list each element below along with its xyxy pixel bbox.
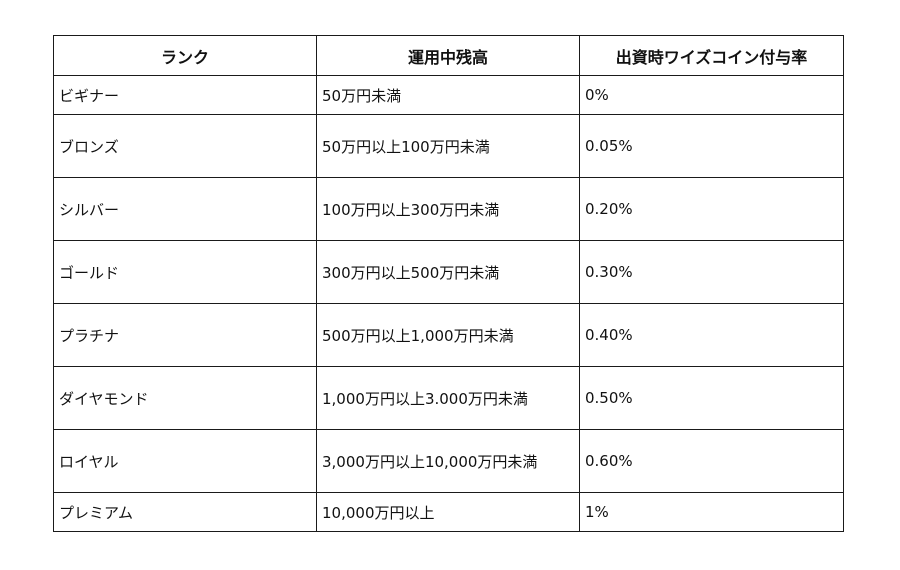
rank-cell: ブロンズ	[53, 114, 317, 178]
rate-cell: 0.50%	[579, 366, 844, 430]
rank-cell: ロイヤル	[53, 429, 317, 493]
table-row: ブロンズ 50万円以上100万円未満 0.05%	[53, 114, 844, 178]
balance-cell: 300万円以上500万円未満	[316, 240, 580, 304]
table-row: ダイヤモンド 1,000万円以上3.000万円未満 0.50%	[53, 366, 844, 430]
table-header-row: ランク 運用中残高 出資時ワイズコイン付与率	[53, 35, 844, 76]
table-row: ロイヤル 3,000万円以上10,000万円未満 0.60%	[53, 429, 844, 493]
balance-cell: 10,000万円以上	[316, 492, 580, 532]
rank-cell: プレミアム	[53, 492, 317, 532]
balance-cell: 3,000万円以上10,000万円未満	[316, 429, 580, 493]
balance-cell: 50万円未満	[316, 75, 580, 115]
balance-cell: 500万円以上1,000万円未満	[316, 303, 580, 367]
header-balance: 運用中残高	[316, 35, 580, 76]
table-row: シルバー 100万円以上300万円未満 0.20%	[53, 177, 844, 241]
rate-cell: 0.20%	[579, 177, 844, 241]
rate-cell: 0.30%	[579, 240, 844, 304]
rank-cell: ゴールド	[53, 240, 317, 304]
rate-cell: 0.60%	[579, 429, 844, 493]
balance-cell: 1,000万円以上3.000万円未満	[316, 366, 580, 430]
rank-cell: プラチナ	[53, 303, 317, 367]
table-row: プレミアム 10,000万円以上 1%	[53, 492, 844, 532]
table-row: ゴールド 300万円以上500万円未満 0.30%	[53, 240, 844, 304]
rank-cell: ダイヤモンド	[53, 366, 317, 430]
rate-cell: 1%	[579, 492, 844, 532]
rate-cell: 0%	[579, 75, 844, 115]
balance-cell: 100万円以上300万円未満	[316, 177, 580, 241]
table-row: プラチナ 500万円以上1,000万円未満 0.40%	[53, 303, 844, 367]
rank-cell: ビギナー	[53, 75, 317, 115]
rate-cell: 0.40%	[579, 303, 844, 367]
table-row: ビギナー 50万円未満 0%	[53, 75, 844, 115]
header-coin-rate: 出資時ワイズコイン付与率	[579, 35, 844, 76]
header-rank: ランク	[53, 35, 317, 76]
rank-cell: シルバー	[53, 177, 317, 241]
balance-cell: 50万円以上100万円未満	[316, 114, 580, 178]
rate-cell: 0.05%	[579, 114, 844, 178]
rank-table: ランク 運用中残高 出資時ワイズコイン付与率 ビギナー 50万円未満 0% ブロ…	[53, 35, 844, 532]
